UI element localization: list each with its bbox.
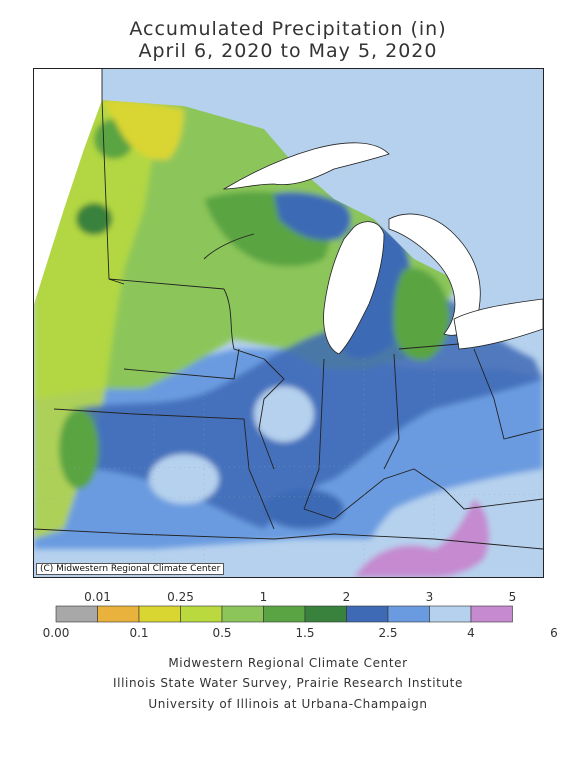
precip-color-field <box>34 69 543 577</box>
legend-bottom-label: 0.5 <box>212 626 231 640</box>
lake-erie <box>453 298 543 350</box>
map-credit: (C) Midwestern Regional Climate Center <box>36 563 225 575</box>
footer-institute: Illinois State Water Survey, Prairie Res… <box>113 676 463 690</box>
legend-top-label: 2 <box>343 590 351 604</box>
lake-superior <box>222 142 390 190</box>
legend-swatches <box>55 605 513 623</box>
legend-bottom-label: 0.00 <box>43 626 70 640</box>
legend-bottom-labels: 0.000.10.51.52.54610 <box>43 626 558 640</box>
legend-swatch <box>387 605 430 623</box>
color-legend: 0.010.2512358 0.000.10.51.52.54610 <box>43 590 558 640</box>
legend-bottom-label: 0.1 <box>129 626 148 640</box>
legend-bottom-label: 4 <box>467 626 475 640</box>
legend-bottom-label: 2.5 <box>378 626 397 640</box>
legend-swatch <box>138 605 181 623</box>
legend-top-label: 0.01 <box>84 590 111 604</box>
great-lakes <box>222 142 543 355</box>
legend-swatch <box>221 605 264 623</box>
map-date-range: April 6, 2020 to May 5, 2020 <box>138 40 438 62</box>
legend-swatch <box>97 605 140 623</box>
precipitation-map <box>33 68 544 578</box>
map-svg <box>34 69 543 577</box>
state-boundaries <box>34 69 543 550</box>
legend-swatch <box>346 605 389 623</box>
footer-organization: Midwestern Regional Climate Center <box>168 656 408 670</box>
lake-michigan <box>323 221 385 355</box>
legend-swatch <box>55 605 98 623</box>
legend-top-label: 3 <box>426 590 434 604</box>
legend-bottom-label: 1.5 <box>295 626 314 640</box>
legend-bottom-label: 6 <box>550 626 558 640</box>
legend-swatch <box>263 605 306 623</box>
legend-top-label: 1 <box>260 590 268 604</box>
legend-swatch <box>470 605 513 623</box>
legend-top-label: 0.25 <box>167 590 194 604</box>
legend-swatch <box>304 605 347 623</box>
legend-swatch <box>429 605 472 623</box>
legend-top-labels: 0.010.2512358 <box>84 590 517 604</box>
map-title: Accumulated Precipitation (in) <box>129 18 447 40</box>
legend-top-label: 5 <box>509 590 517 604</box>
footer-university: University of Illinois at Urbana-Champai… <box>148 697 428 711</box>
legend-swatch <box>180 605 223 623</box>
